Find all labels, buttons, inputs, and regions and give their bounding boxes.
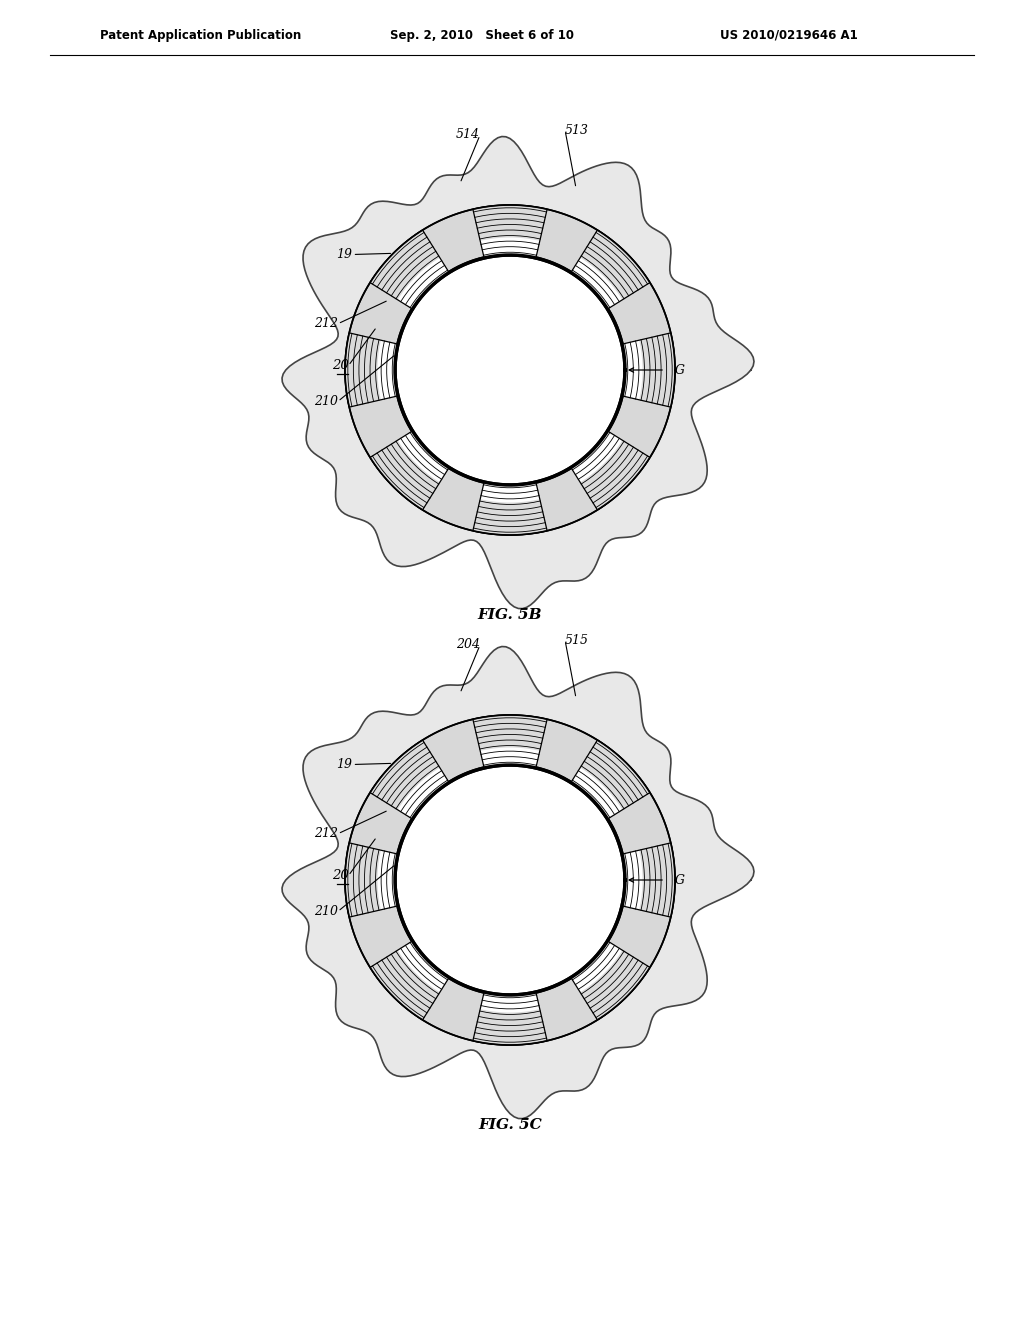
Text: G: G xyxy=(675,874,685,887)
Circle shape xyxy=(345,205,675,535)
Polygon shape xyxy=(370,950,439,1020)
Text: Patent Application Publication: Patent Application Publication xyxy=(100,29,301,41)
Polygon shape xyxy=(581,741,650,809)
Text: 515: 515 xyxy=(565,634,589,647)
Polygon shape xyxy=(370,941,450,1020)
Polygon shape xyxy=(370,230,450,309)
Circle shape xyxy=(395,766,625,995)
Polygon shape xyxy=(473,499,547,535)
Text: 513: 513 xyxy=(565,124,589,136)
Polygon shape xyxy=(571,430,650,510)
Text: 210: 210 xyxy=(313,395,338,408)
Polygon shape xyxy=(473,715,547,751)
Circle shape xyxy=(345,715,675,1045)
Polygon shape xyxy=(370,741,439,809)
Polygon shape xyxy=(370,430,450,510)
Polygon shape xyxy=(282,136,754,609)
Text: 20: 20 xyxy=(332,870,348,882)
Polygon shape xyxy=(581,950,650,1020)
Polygon shape xyxy=(345,333,381,407)
Polygon shape xyxy=(345,843,398,917)
Polygon shape xyxy=(571,230,650,309)
Polygon shape xyxy=(473,993,547,1045)
Circle shape xyxy=(347,207,674,533)
Polygon shape xyxy=(282,647,754,1118)
Text: FIG. 5C: FIG. 5C xyxy=(478,1118,542,1133)
Polygon shape xyxy=(622,333,675,407)
Polygon shape xyxy=(622,843,675,917)
Text: Sep. 2, 2010   Sheet 6 of 10: Sep. 2, 2010 Sheet 6 of 10 xyxy=(390,29,574,41)
Text: 20: 20 xyxy=(332,359,348,372)
Polygon shape xyxy=(370,440,439,510)
Polygon shape xyxy=(370,741,450,818)
Circle shape xyxy=(347,717,674,1043)
Text: G: G xyxy=(675,363,685,376)
Text: 514: 514 xyxy=(456,128,480,141)
Polygon shape xyxy=(581,230,650,300)
Circle shape xyxy=(395,255,625,484)
Text: FIG. 5B: FIG. 5B xyxy=(478,609,543,622)
Text: 212: 212 xyxy=(313,828,338,841)
Polygon shape xyxy=(345,843,381,917)
Polygon shape xyxy=(473,482,547,535)
Polygon shape xyxy=(473,205,547,257)
Polygon shape xyxy=(571,741,650,818)
Polygon shape xyxy=(639,843,675,917)
Polygon shape xyxy=(473,1008,547,1045)
Polygon shape xyxy=(473,715,547,768)
Text: US 2010/0219646 A1: US 2010/0219646 A1 xyxy=(720,29,858,41)
Text: 210: 210 xyxy=(313,906,338,917)
Text: 19: 19 xyxy=(337,248,352,261)
Text: 212: 212 xyxy=(313,317,338,330)
Polygon shape xyxy=(581,440,650,510)
Polygon shape xyxy=(571,941,650,1020)
Polygon shape xyxy=(639,333,675,407)
Polygon shape xyxy=(345,333,398,407)
Polygon shape xyxy=(473,205,547,240)
Polygon shape xyxy=(370,230,439,300)
Text: 204: 204 xyxy=(456,639,480,652)
Text: 19: 19 xyxy=(337,758,352,771)
